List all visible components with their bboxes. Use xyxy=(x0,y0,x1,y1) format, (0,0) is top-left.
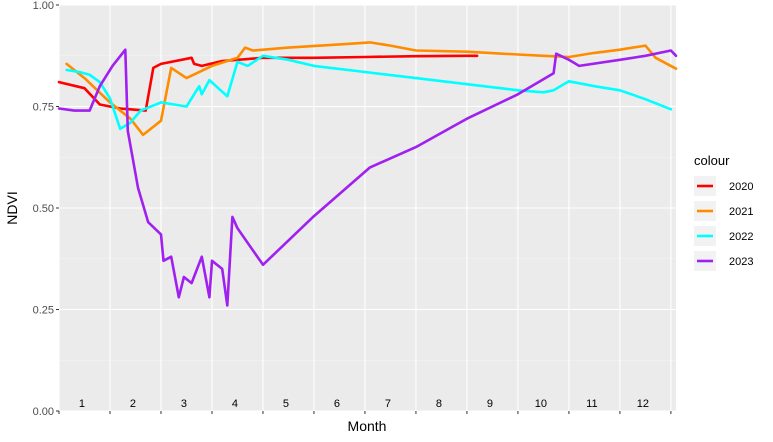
y-tick-label: 0.25 xyxy=(33,305,54,317)
month-label: 6 xyxy=(334,398,340,410)
month-label: 8 xyxy=(436,398,442,410)
legend-label-2022: 2022 xyxy=(729,231,753,243)
legend: colour 2020 2021 2022 2023 xyxy=(694,153,753,271)
month-label: 4 xyxy=(232,398,238,410)
legend-label-2020: 2020 xyxy=(729,181,753,193)
month-label: 10 xyxy=(535,398,547,410)
y-tick-label: 0.00 xyxy=(33,406,54,418)
y-axis: 0.00 0.25 0.50 0.75 1.00 xyxy=(33,0,59,418)
legend-title: colour xyxy=(694,153,730,168)
month-label: 1 xyxy=(79,398,85,410)
month-label: 7 xyxy=(385,398,391,410)
month-label: 2 xyxy=(130,398,136,410)
y-axis-title: NDVI xyxy=(4,191,20,224)
series-line-2023 xyxy=(57,48,678,307)
series-lines xyxy=(57,41,678,307)
x-axis-title: Month xyxy=(348,418,387,434)
y-tick-label: 0.50 xyxy=(33,203,54,215)
legend-label-2023: 2023 xyxy=(729,256,753,268)
month-label: 5 xyxy=(283,398,289,410)
legend-label-2021: 2021 xyxy=(729,206,753,218)
y-tick-label: 1.00 xyxy=(33,0,54,12)
series-line-2020 xyxy=(57,54,479,112)
series-line-2021 xyxy=(65,41,678,137)
y-tick-label: 0.75 xyxy=(33,102,54,114)
month-label: 9 xyxy=(487,398,493,410)
month-label: 3 xyxy=(181,398,187,410)
month-label: 12 xyxy=(637,398,649,410)
month-label: 11 xyxy=(586,398,597,410)
series-line-2022 xyxy=(65,54,673,131)
x-axis: 1 2 3 4 5 6 7 8 9 10 11 12 xyxy=(58,398,672,414)
